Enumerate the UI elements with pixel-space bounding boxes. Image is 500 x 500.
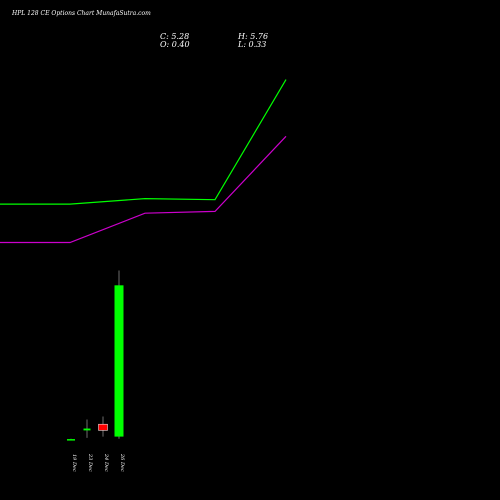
close-value: C: 5.28 [160,32,190,41]
indicator-line-2 [0,135,287,244]
x-tick-label: 24 Dec [103,453,109,472]
chart-title: HPL 128 CE Options Chart MunafaSutra.com [12,10,151,17]
x-tick-label: 19 Dec [71,454,77,472]
high-value: H: 5.76 [238,32,269,41]
x-tick-label: 23 Dec [87,453,93,472]
open-value: O: 0.40 [160,40,190,49]
low-value: L: 0.33 [238,40,267,49]
candle-body [98,423,108,431]
candle-body [114,285,124,437]
x-tick-label: 26 Dec [119,453,125,472]
candle-body [67,439,75,441]
indicator-line-1 [0,79,287,205]
candle-body [83,428,91,431]
